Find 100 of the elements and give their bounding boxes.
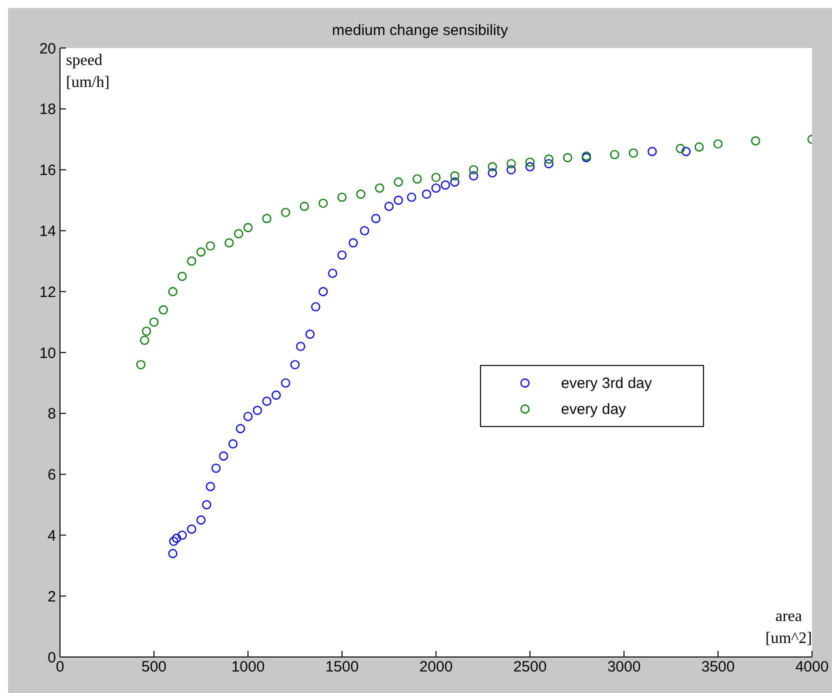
point <box>296 342 306 352</box>
point <box>544 159 554 168</box>
x-axis-title: area [um^2] <box>765 607 812 649</box>
point <box>243 223 253 232</box>
point <box>394 196 403 205</box>
point <box>394 177 403 187</box>
y-tick-label: 12 <box>39 284 56 301</box>
x-tick-label: 1000 <box>231 658 265 676</box>
point <box>218 451 228 461</box>
point <box>142 326 152 336</box>
point <box>311 302 320 312</box>
point <box>648 146 657 156</box>
point <box>136 360 146 370</box>
point <box>272 390 281 400</box>
point <box>681 146 691 156</box>
legend-label: every day <box>561 400 626 418</box>
point <box>140 336 150 345</box>
point <box>206 482 215 492</box>
x-tick-label: 4000 <box>795 658 829 676</box>
legend-label: every 3rd day <box>561 374 652 392</box>
y-tick-label: 6 <box>48 466 56 484</box>
point <box>469 171 478 180</box>
point <box>328 268 338 278</box>
point <box>506 159 516 168</box>
point <box>450 171 460 180</box>
point <box>290 360 300 370</box>
point <box>506 165 516 174</box>
point <box>281 208 290 218</box>
point <box>149 317 159 327</box>
y-tick-label: 20 <box>39 40 56 58</box>
point <box>224 238 234 248</box>
point <box>281 378 290 388</box>
y-tick-label: 16 <box>39 162 56 180</box>
point <box>694 142 704 152</box>
point <box>356 190 366 199</box>
point <box>525 158 535 167</box>
point <box>178 272 187 281</box>
point <box>431 183 441 193</box>
point <box>202 500 212 510</box>
y-tick-label: 2 <box>48 588 56 606</box>
point <box>713 139 723 149</box>
point <box>172 534 182 543</box>
point <box>337 250 347 260</box>
point <box>228 439 238 448</box>
y-tick-label: 14 <box>39 223 56 240</box>
y-tick-label: 8 <box>48 406 56 423</box>
point <box>158 305 168 314</box>
point <box>300 202 309 211</box>
point <box>262 214 272 224</box>
point <box>360 226 370 236</box>
point <box>384 202 394 211</box>
point <box>206 241 215 251</box>
point <box>262 396 272 406</box>
point <box>412 174 422 184</box>
point <box>406 192 416 202</box>
point <box>252 406 262 415</box>
y-tick-label: 10 <box>39 344 56 362</box>
point <box>196 515 206 525</box>
point <box>676 144 685 154</box>
x-tick-label: 500 <box>141 658 167 676</box>
point <box>243 412 253 422</box>
point <box>628 148 638 158</box>
point <box>305 330 315 339</box>
point <box>375 183 384 193</box>
point <box>178 530 187 540</box>
y-tick-label: 18 <box>39 101 56 118</box>
x-tick-label: 1500 <box>325 658 359 676</box>
point <box>450 177 460 187</box>
x-tick-label: 3000 <box>607 658 641 676</box>
point <box>422 190 432 199</box>
point <box>525 162 535 172</box>
x-tick-label: 2000 <box>419 658 453 676</box>
point <box>488 168 497 178</box>
point <box>469 165 478 174</box>
point <box>196 247 206 257</box>
point <box>318 198 328 208</box>
point <box>168 548 178 558</box>
y-tick-label: 4 <box>48 528 56 545</box>
point <box>544 154 554 164</box>
point <box>751 136 760 146</box>
point <box>431 172 441 182</box>
point <box>236 424 246 434</box>
point <box>169 536 178 546</box>
x-tick-label: 3500 <box>701 658 735 676</box>
point <box>187 524 196 534</box>
point <box>168 287 178 296</box>
point <box>337 192 347 202</box>
point <box>488 162 497 172</box>
point <box>318 287 328 296</box>
point <box>187 256 196 266</box>
y-axis-title: speed [um/h] <box>66 51 110 93</box>
point <box>563 153 572 162</box>
point <box>440 180 450 190</box>
x-tick-label: 2500 <box>513 658 547 676</box>
point <box>610 150 620 160</box>
chart-title: medium change sensibility <box>331 22 509 39</box>
point <box>211 464 221 473</box>
point <box>371 214 380 224</box>
point <box>234 229 244 238</box>
point <box>348 238 358 248</box>
